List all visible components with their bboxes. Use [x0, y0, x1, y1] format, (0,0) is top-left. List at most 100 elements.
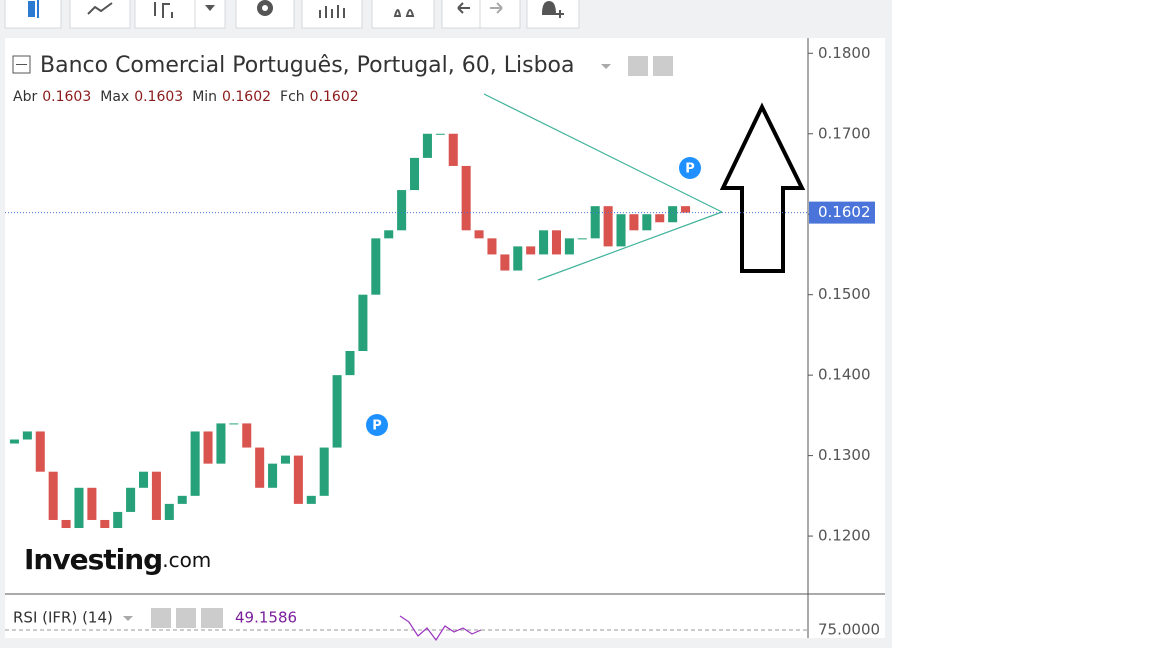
title-dropdown[interactable] — [601, 64, 611, 69]
candle-body — [255, 447, 265, 488]
candle-body — [435, 133, 445, 135]
candle-body — [513, 246, 523, 271]
rsi-line — [399, 615, 482, 642]
candle-body — [9, 439, 19, 444]
up-arrow — [719, 102, 806, 273]
last-price-label: 0.1602 — [818, 203, 871, 221]
candle-body — [629, 214, 639, 231]
candle-body — [203, 431, 213, 464]
candle-body — [397, 190, 407, 231]
ohlc-value: 0.1603 — [42, 89, 91, 105]
candle-body — [280, 455, 290, 464]
y-tick-label: 0.1300 — [818, 446, 871, 464]
line-button[interactable] — [69, 0, 131, 29]
candle-body — [616, 214, 626, 247]
candle-body — [448, 133, 458, 166]
candle-body — [500, 254, 510, 271]
candle-body — [151, 471, 161, 520]
ohlc-label: Fch — [280, 89, 305, 105]
rsi-title: RSI (IFR) (14) — [13, 609, 113, 627]
y-tick-label: 0.1200 — [818, 527, 871, 545]
ohlc-value: 0.1602 — [310, 89, 359, 105]
candle-body — [229, 423, 239, 425]
candle-body — [371, 238, 381, 295]
y-tick-label: 0.1400 — [818, 366, 871, 384]
candle-body — [487, 238, 497, 255]
event-marker — [366, 414, 388, 436]
candle-body — [138, 471, 149, 488]
candle-body — [190, 431, 200, 496]
candle-body — [319, 447, 329, 496]
candle-body — [384, 230, 394, 239]
candle-body — [422, 133, 432, 158]
event-marker-label: P — [685, 162, 695, 177]
candle-body — [564, 238, 574, 255]
plot — [9, 133, 691, 529]
y-tick-label: 0.1700 — [818, 124, 871, 142]
chart-title: Banco Comercial Português, Portugal, 60,… — [40, 53, 574, 78]
candle-body — [293, 455, 303, 504]
candle-body — [474, 230, 484, 239]
ohlc-label: Abr — [13, 89, 37, 105]
candle-body — [577, 238, 587, 240]
candle-body — [551, 230, 562, 255]
chart-panel — [5, 38, 885, 638]
logo-suffix: .com — [162, 548, 211, 572]
rsi-settings[interactable] — [176, 608, 196, 628]
candle-body — [113, 511, 123, 529]
candle-body — [526, 246, 536, 255]
candle-body — [164, 503, 174, 520]
candle-body — [332, 375, 342, 448]
candle-body — [603, 206, 613, 247]
candle-body — [216, 423, 226, 464]
candle-body — [61, 519, 71, 529]
redo-button[interactable] — [479, 0, 521, 29]
candle-body — [345, 351, 355, 376]
candle-body — [461, 165, 471, 231]
event-marker-label: P — [372, 419, 382, 434]
candle-body — [590, 206, 600, 239]
candle-body — [48, 471, 58, 520]
ohlc-value: 0.1602 — [222, 89, 271, 105]
ohlc-value: 0.1603 — [134, 89, 183, 105]
dropdown-button[interactable] — [194, 0, 226, 29]
collapse-button[interactable] — [12, 55, 31, 74]
logo-main: Investing — [24, 543, 162, 576]
candle-body — [87, 487, 97, 520]
candle-body — [22, 431, 32, 440]
rsi-dropdown[interactable] — [123, 616, 133, 621]
compare-button[interactable] — [371, 0, 435, 29]
candle-body — [539, 230, 549, 255]
candle-body — [242, 423, 252, 448]
toolbar — [4, 0, 580, 29]
candle-body — [681, 206, 691, 213]
y-tick-label: 0.1800 — [818, 44, 871, 62]
rsi-last: 49.1586 — [235, 609, 297, 627]
toolbar-icons — [28, 0, 564, 18]
settings-button-small[interactable] — [653, 56, 673, 76]
candle-body — [306, 495, 316, 504]
candle-body — [126, 487, 136, 512]
triangle-pattern — [483, 93, 723, 281]
visibility-button[interactable] — [628, 56, 648, 76]
candle-body — [35, 431, 45, 472]
candle-body — [642, 214, 652, 231]
candle-body — [410, 157, 420, 191]
ohlc-label: Min — [192, 89, 217, 105]
y-tick-label: 0.1500 — [818, 285, 871, 303]
ohlc-label: Max — [100, 89, 129, 105]
candle-body — [177, 495, 187, 504]
event-marker — [679, 157, 701, 179]
rsi-tick-label: 75.0000 — [818, 621, 880, 639]
last-price-badge — [809, 201, 875, 224]
logo: Investing.com — [24, 543, 211, 576]
candle-body — [268, 463, 278, 488]
candle-body — [655, 214, 665, 223]
candle-body — [74, 487, 84, 529]
candle-body — [100, 519, 110, 529]
rsi-visibility[interactable] — [151, 608, 171, 628]
rsi-close[interactable] — [201, 608, 223, 628]
candle-body — [358, 294, 368, 352]
candle-body — [668, 206, 678, 223]
